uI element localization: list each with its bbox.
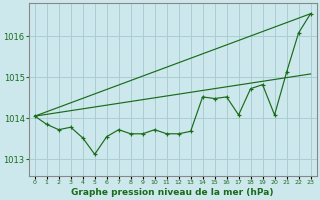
X-axis label: Graphe pression niveau de la mer (hPa): Graphe pression niveau de la mer (hPa) [71,188,274,197]
